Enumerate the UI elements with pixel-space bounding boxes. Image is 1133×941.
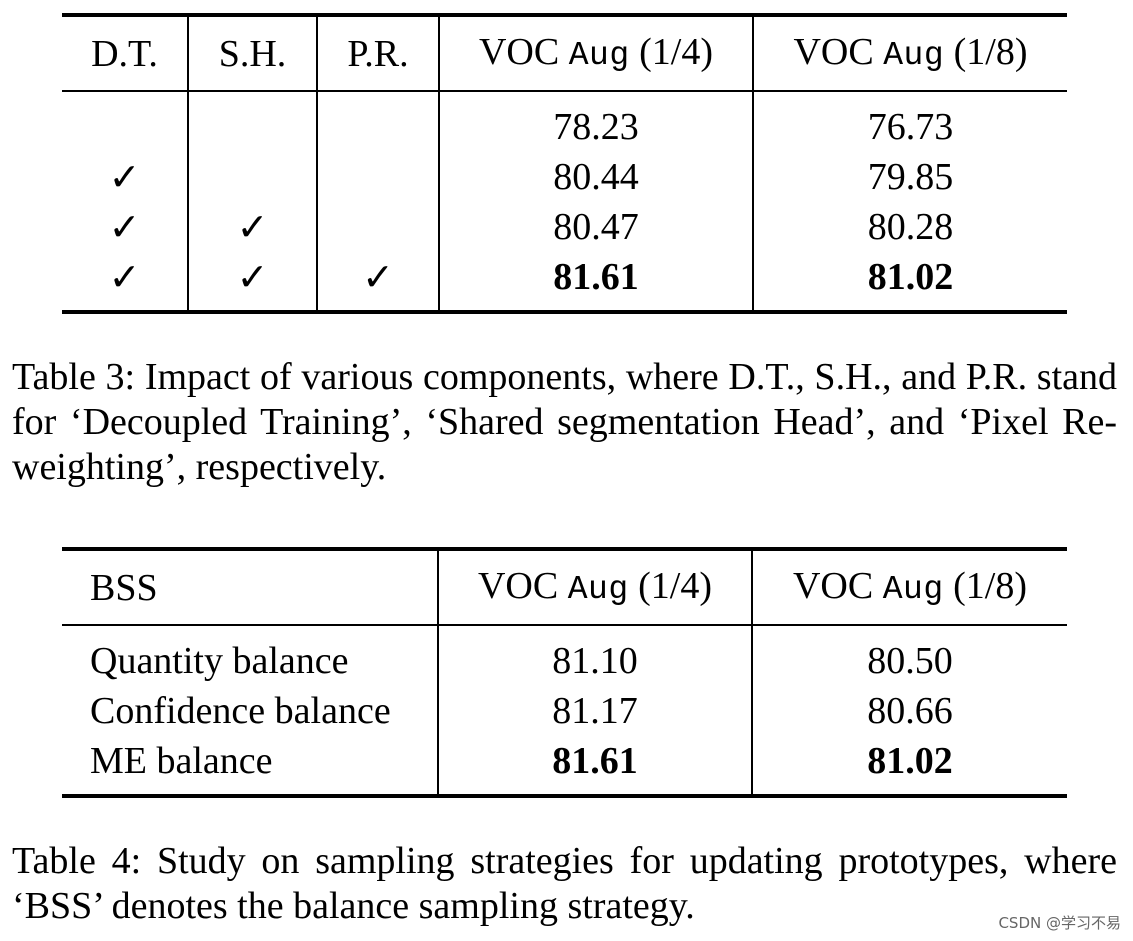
components-ablation-table: D.T. S.H. P.R. VOC Aug (1/4) VOC Aug (1/…	[62, 13, 1067, 314]
table3-caption: Table 3: Impact of various components, w…	[12, 356, 1117, 488]
sh-check-icon: ✓	[188, 252, 318, 312]
sampling-strategy-table: BSS VOC Aug (1/4) VOC Aug (1/8) Quantity…	[62, 547, 1067, 798]
header-voc-label: VOC	[793, 30, 874, 73]
dt-check-icon	[62, 91, 189, 152]
pr-check-icon	[317, 91, 440, 152]
dt-check-icon: ✓	[62, 252, 189, 312]
value-1-8: 80.66	[867, 690, 953, 732]
header-aug-label: Aug	[568, 36, 630, 74]
header-split-label: (1/4)	[638, 564, 713, 607]
table-row: ✓ ✓ ✓ 81.61 81.02	[62, 252, 1067, 312]
dt-check-icon: ✓	[62, 202, 189, 252]
header-split-label: (1/4)	[639, 30, 714, 73]
sh-check-icon: ✓	[188, 202, 318, 252]
table4-header-row: BSS VOC Aug (1/4) VOC Aug (1/8)	[62, 549, 1067, 625]
value-1-8: 76.73	[867, 106, 954, 148]
header-bss: BSS	[62, 549, 439, 625]
strategy-name: Confidence balance	[62, 686, 439, 736]
header-voc-aug-1-4: VOC Aug (1/4)	[438, 549, 753, 625]
value-1-4: 80.44	[439, 152, 754, 202]
value-1-4-best: 81.61	[438, 736, 753, 796]
value-1-8: 79.85	[867, 156, 954, 198]
strategy-name: Quantity balance	[62, 625, 439, 686]
header-dt: D.T.	[62, 15, 189, 91]
value-1-4-best: 81.61	[439, 252, 754, 312]
table-row: Confidence balance 81.17 80.66	[62, 686, 1067, 736]
header-voc-label: VOC	[792, 564, 874, 607]
table-row: ✓ 80.44 79.85	[62, 152, 1067, 202]
value-1-4: 78.23	[439, 91, 754, 152]
value-1-4: 81.17	[438, 686, 753, 736]
value-1-8-best: 81.02	[867, 740, 953, 782]
header-aug-label: Aug	[882, 570, 944, 608]
header-sh: S.H.	[188, 15, 318, 91]
value-1-8: 80.50	[867, 640, 953, 682]
table-row: ME balance 81.61 81.02	[62, 736, 1067, 796]
table3-header-row: D.T. S.H. P.R. VOC Aug (1/4) VOC Aug (1/…	[62, 15, 1067, 91]
header-voc-aug-1-4: VOC Aug (1/4)	[439, 15, 754, 91]
header-voc-label: VOC	[478, 30, 560, 73]
dt-check-icon: ✓	[62, 152, 189, 202]
pr-check-icon	[317, 152, 440, 202]
table4-caption: Table 4: Study on sampling strategies fo…	[12, 840, 1117, 927]
header-split-label: (1/8)	[953, 30, 1028, 73]
value-1-4: 81.10	[438, 625, 753, 686]
watermark: CSDN @学习不易	[998, 914, 1121, 932]
pr-check-icon	[317, 202, 440, 252]
header-split-label: (1/8)	[953, 564, 1028, 607]
header-pr: P.R.	[317, 15, 440, 91]
value-1-8-best: 81.02	[867, 256, 954, 298]
pr-check-icon: ✓	[317, 252, 440, 312]
value-1-4: 80.47	[439, 202, 754, 252]
table-row: 78.23 76.73	[62, 91, 1067, 152]
header-voc-aug-1-8: VOC Aug (1/8)	[752, 549, 1067, 625]
header-voc-label: VOC	[477, 564, 559, 607]
header-aug-label: Aug	[883, 36, 945, 74]
header-aug-label: Aug	[567, 570, 629, 608]
sh-check-icon	[188, 91, 318, 152]
sh-check-icon	[188, 152, 318, 202]
strategy-name: ME balance	[62, 736, 439, 796]
table-row: ✓ ✓ 80.47 80.28	[62, 202, 1067, 252]
value-1-8: 80.28	[867, 206, 954, 248]
table-row: Quantity balance 81.10 80.50	[62, 625, 1067, 686]
header-voc-aug-1-8: VOC Aug (1/8)	[753, 15, 1067, 91]
